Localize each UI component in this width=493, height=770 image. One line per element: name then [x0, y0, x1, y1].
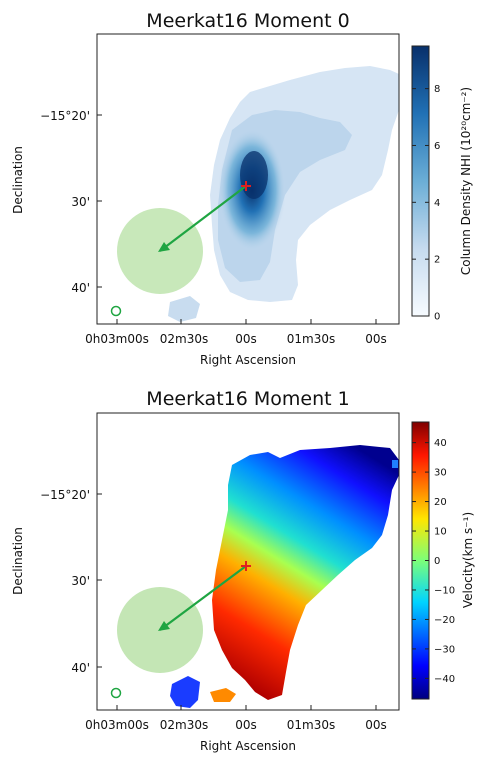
moment0-ylabel: Declination [11, 146, 25, 214]
moment1-colorbar-label: Velocity(km s⁻¹) [461, 512, 475, 608]
moment1-colorbar: −40 −30 −20 −10 0 10 20 30 40 Velocity(km s⁻¹) [411, 421, 475, 700]
moment1-ylabel: Declination [11, 527, 25, 595]
moment0-colorbar-bar [411, 45, 430, 317]
moment0-yticks [97, 114, 102, 288]
moment1-colorbar-tick-label: −30 [434, 644, 455, 655]
moment1-ytick-label: −15°20' [40, 488, 90, 502]
moment1-colorbar-ticks: −40 −30 −20 −10 0 10 20 30 40 [412, 438, 455, 685]
moment0-xlabel: Right Ascension [200, 353, 296, 367]
moment0-colorbar-tick-label: 0 [434, 312, 440, 323]
moment1-small-circle [110, 687, 122, 699]
moment1-ytick-label: 30' [71, 574, 90, 588]
moment1-image [110, 445, 399, 708]
moment0-small-circle [110, 305, 122, 317]
moment1-arrow-line [159, 565, 247, 631]
moment0-title: Meerkat16 Moment 0 [146, 10, 349, 32]
moment1-axes-frame [96, 412, 400, 711]
moment1-xtick-label: 0h03m00s [85, 718, 149, 732]
moment0-colorbar-tick-label: 2 [434, 255, 440, 266]
moment1-colorbar-tick-label: −20 [434, 615, 455, 626]
moment1-colorbar-tick-label: 40 [434, 438, 447, 449]
moment1-orange-blob [210, 688, 236, 702]
moment0-xtick-label: 00s [235, 332, 257, 346]
moment0-ytick-label: 30' [71, 195, 90, 209]
moment0-arrow-head [158, 242, 170, 252]
moment1-edge-fleck [392, 460, 398, 468]
moment1-yticks [97, 493, 102, 668]
moment0-axes-frame [96, 33, 400, 325]
moment0-xtick-label: 00s [365, 332, 387, 346]
moment0-colorbar-tick-label: 4 [434, 198, 440, 209]
moment0-arrow-line [159, 185, 247, 252]
moment1-colorbar-tick-label: −10 [434, 585, 455, 596]
moment0-colorbar-tick-label: 8 [434, 84, 440, 95]
moment0-colorbar-tick-label: 6 [434, 141, 440, 152]
moment1-colorbar-tick-label: −40 [434, 674, 455, 685]
moment0-colorbar: 0 2 4 6 8 Column Density NHI (10²⁰cm⁻²) [411, 45, 473, 323]
moment1-colorbar-tick-label: 20 [434, 497, 447, 508]
moment0-colorbar-ticks: 0 2 4 6 8 [412, 84, 440, 323]
moment0-xtick-label: 01m30s [287, 332, 335, 346]
moment0-image [110, 66, 399, 322]
moment0-xticks [116, 319, 377, 324]
moment1-xlabel: Right Ascension [200, 739, 296, 753]
moment0-xtick-label: 0h03m00s [85, 332, 149, 346]
moment1-blue-blob [170, 676, 200, 708]
moment1-colorbar-tick-label: 10 [434, 527, 447, 538]
moment1-ytick-label: 40' [71, 661, 90, 675]
moment1-title: Meerkat16 Moment 1 [146, 388, 349, 410]
moment1-xtick-label: 00s [365, 718, 387, 732]
moment1-xtick-label: 01m30s [287, 718, 335, 732]
moment0-xtick-label: 02m30s [160, 332, 208, 346]
moment1-colorbar-tick-label: 30 [434, 468, 447, 479]
moment0-ytick-label: 40' [71, 281, 90, 295]
moment1-cross-marker [241, 561, 251, 571]
moment0-ytick-label: −15°20' [40, 109, 90, 123]
moment1-xticks [116, 705, 377, 710]
moment1-colorbar-tick-label: 0 [434, 556, 440, 567]
moment1-panel: Meerkat16 Moment 1 0h03m00s 0 [11, 388, 475, 753]
moment1-arrow-head [158, 621, 170, 631]
moment0-colorbar-label: Column Density NHI (10²⁰cm⁻²) [459, 87, 473, 275]
moment0-core-peak [240, 151, 268, 199]
moment1-velocity-field [212, 445, 399, 700]
moment0-southern-blob [168, 296, 200, 322]
moment1-xtick-label: 02m30s [160, 718, 208, 732]
moment0-cross-marker [241, 181, 251, 191]
moment1-xtick-label: 00s [235, 718, 257, 732]
moment0-panel: Meerkat16 Moment 0 0h03m00 [11, 10, 473, 367]
